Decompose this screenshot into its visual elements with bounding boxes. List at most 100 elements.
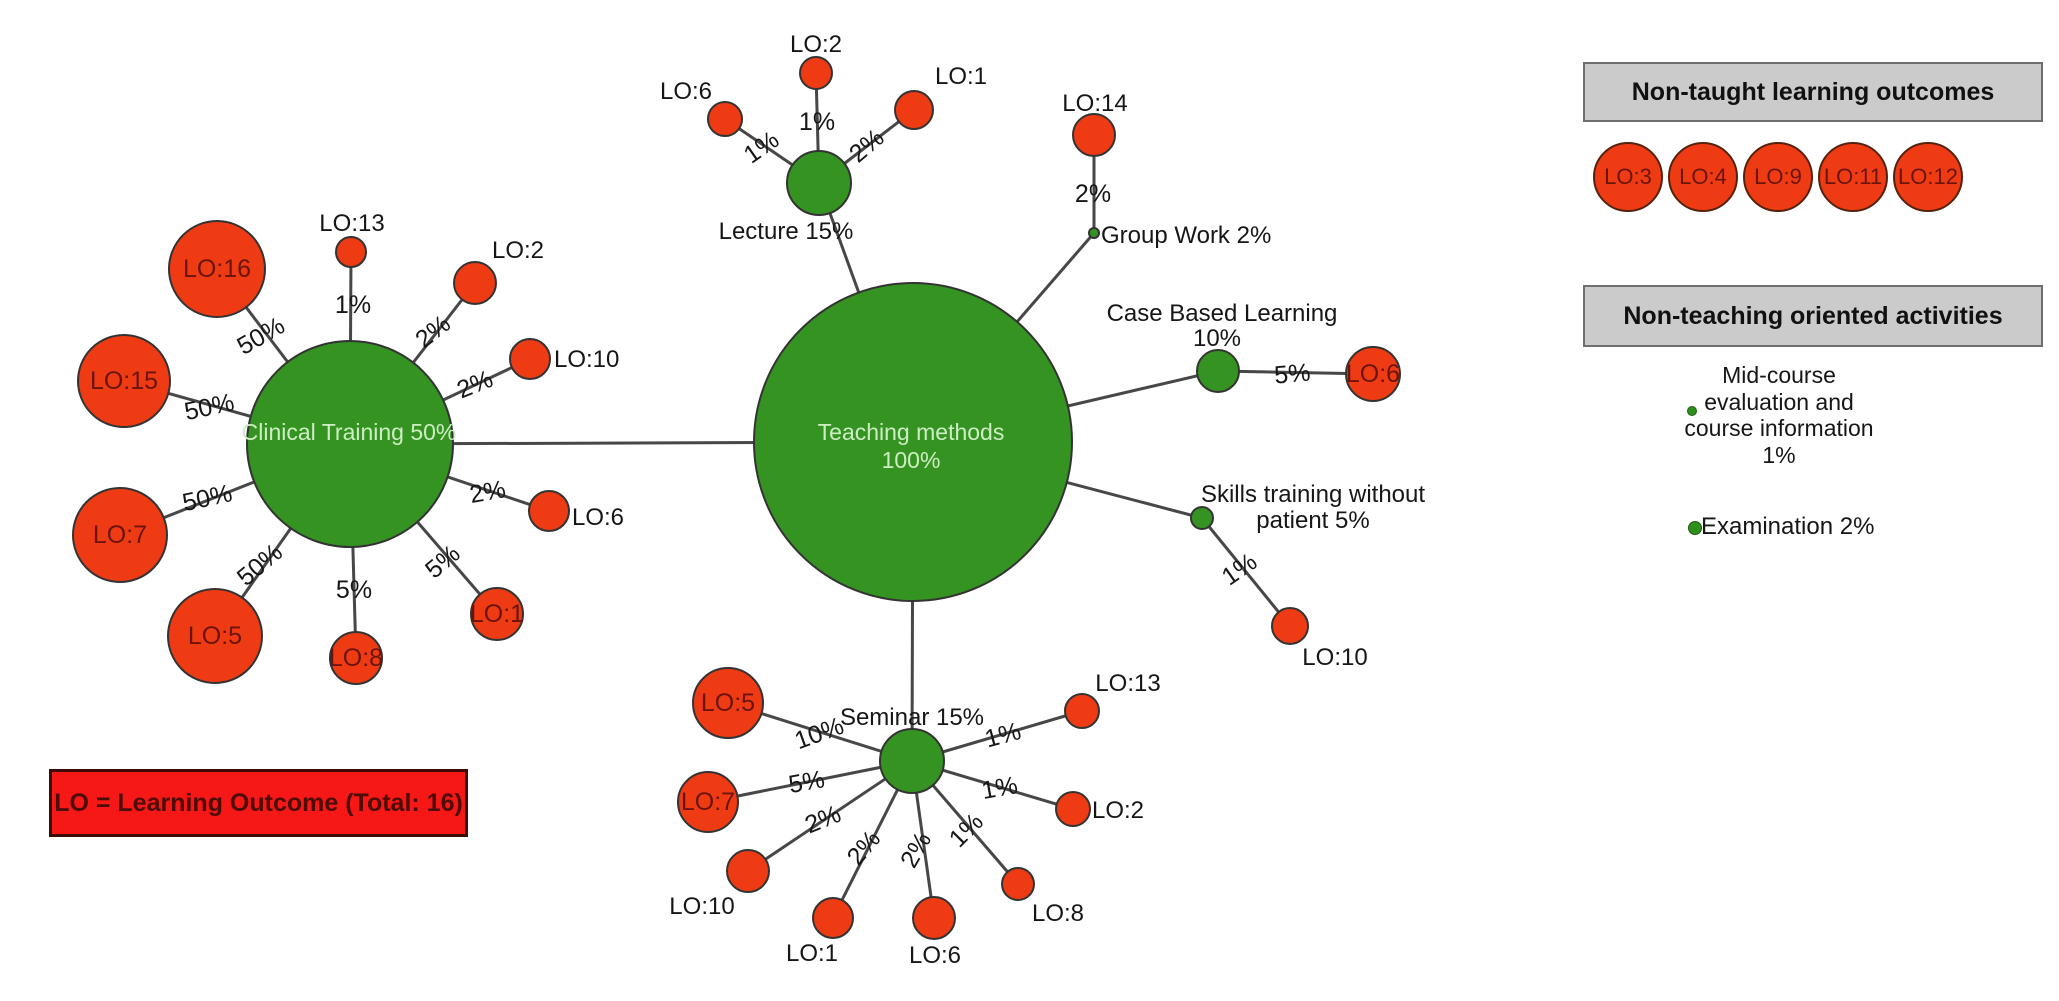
node-clinical-training <box>246 340 454 548</box>
edge-percent-label: 1% <box>335 291 371 319</box>
node-seminar <box>879 728 945 794</box>
label-cbl-lo6: LO:6 <box>1346 360 1400 388</box>
edge-line <box>1200 517 1292 627</box>
edge-percent-label: 2% <box>801 800 845 839</box>
label-lec-lo2: LO:2 <box>790 31 842 58</box>
label-ct-lo13: LO:13 <box>319 210 384 237</box>
label-case-based-learning: Case Based Learning <box>1107 300 1338 327</box>
non-taught-circle-lo4: LO:4 <box>1668 142 1738 212</box>
node-lec-lo6 <box>707 101 743 137</box>
label-ct-lo16: LO:16 <box>183 255 251 283</box>
label-ct-lo7: LO:7 <box>93 521 147 549</box>
non-teaching-activities-header: Non-teaching oriented activities <box>1583 285 2043 347</box>
label-teaching-methods: 100% <box>882 447 941 473</box>
label-sk-lo10: LO:10 <box>1302 644 1367 671</box>
label-ct-lo10: LO:10 <box>554 346 619 373</box>
legend-key-text: LO = Learning Outcome (Total: 16) <box>54 788 463 817</box>
edge-percent-label: 1% <box>944 808 989 853</box>
node-ct-lo6 <box>528 490 570 532</box>
label-ct-lo5: LO:5 <box>188 622 242 650</box>
node-group-work <box>1088 227 1100 239</box>
node-sem-lo5 <box>692 667 764 739</box>
mid-course-label: Mid-course evaluation and course informa… <box>1684 362 1874 468</box>
non-taught-circle-lo9: LO:9 <box>1743 142 1813 212</box>
label-sem-lo8: LO:8 <box>1032 900 1084 927</box>
edge-line <box>707 759 913 804</box>
node-teaching-methods <box>753 282 1073 602</box>
label-clinical-training: Clinical Training 50% <box>242 419 457 445</box>
label-sem-lo10: LO:10 <box>669 893 734 920</box>
label-sem-lo13: LO:13 <box>1095 670 1160 697</box>
node-ct-lo16 <box>168 220 266 318</box>
edge-percent-label: 2% <box>844 124 890 169</box>
node-ct-lo10 <box>509 338 551 380</box>
non-taught-circle-lo3: LO:3 <box>1593 142 1663 212</box>
label-group-work: Group Work 2% <box>1101 222 1271 249</box>
label-sem-lo7: LO:7 <box>681 788 735 816</box>
node-sem-lo2 <box>1055 791 1091 827</box>
node-ct-lo8 <box>329 631 383 685</box>
node-ct-lo15 <box>77 334 171 428</box>
node-sem-lo7 <box>677 771 739 833</box>
edge-percent-label: 2% <box>895 827 937 872</box>
node-lec-lo1 <box>894 90 934 130</box>
edge-percent-label: 2% <box>453 365 497 404</box>
node-ct-lo2 <box>453 261 497 305</box>
edge-percent-label: 50% <box>182 388 237 426</box>
label-lecture: Lecture 15% <box>719 218 854 245</box>
label-seminar: Seminar 15% <box>840 704 984 731</box>
node-ct-lo13 <box>335 236 367 268</box>
node-sem-lo6 <box>912 896 956 940</box>
edge-percent-label: 5% <box>336 576 372 604</box>
non-teaching-title: Non-teaching oriented activities <box>1623 301 2003 330</box>
label-ct-lo1: LO:1 <box>470 600 524 628</box>
node-cbl-lo6 <box>1345 346 1401 402</box>
label-teaching-methods: Teaching methods <box>818 419 1005 445</box>
node-ct-lo7 <box>72 487 168 583</box>
non-taught-circle-row: LO:3 LO:4 LO:9 LO:11 LO:12 <box>1593 142 1963 212</box>
edge-percent-label: 5% <box>420 540 466 585</box>
examination-label: Examination 2% <box>1701 513 1875 540</box>
edge-percent-label: 1% <box>979 771 1019 805</box>
edge-percent-label: 50% <box>180 479 235 517</box>
label-sem-lo2: LO:2 <box>1092 797 1144 824</box>
node-sk-lo10 <box>1271 607 1309 645</box>
edge-percent-label: 2% <box>467 475 507 509</box>
label-sem-lo5: LO:5 <box>701 689 755 717</box>
non-taught-title: Non-taught learning outcomes <box>1631 77 1995 106</box>
node-gw-lo14 <box>1072 113 1116 157</box>
label-lec-lo1: LO:1 <box>935 63 987 90</box>
label-skills-training-without-patient: patient 5% <box>1256 507 1369 534</box>
label-case-based-learning: 10% <box>1193 325 1241 352</box>
non-taught-circle-lo11: LO:11 <box>1818 142 1888 212</box>
label-sem-lo1: LO:1 <box>786 940 838 967</box>
edge-percent-label: 1% <box>982 717 1024 753</box>
label-lec-lo6: LO:6 <box>660 78 712 105</box>
node-lecture <box>786 150 852 216</box>
legend-key-box: LO = Learning Outcome (Total: 16) <box>49 769 468 837</box>
label-gw-lo14: LO:14 <box>1062 90 1127 117</box>
edge-percent-label: 2% <box>1075 180 1111 208</box>
label-ct-lo8: LO:8 <box>329 644 383 672</box>
label-ct-lo6: LO:6 <box>572 504 624 531</box>
node-sem-lo1 <box>812 897 854 939</box>
label-skills-training-without-patient: Skills training without <box>1201 481 1425 508</box>
node-sem-lo8 <box>1001 867 1035 901</box>
non-taught-outcomes-header: Non-taught learning outcomes <box>1583 62 2043 122</box>
edge-percent-label: 5% <box>786 765 826 799</box>
node-case-based-learning <box>1196 349 1240 393</box>
node-lec-lo2 <box>799 56 833 90</box>
non-taught-circle-lo12: LO:12 <box>1893 142 1963 212</box>
edge-percent-label: 2% <box>842 825 887 871</box>
edge-percent-label: 1% <box>799 108 835 136</box>
examination-dot-icon <box>1688 521 1702 535</box>
node-ct-lo5 <box>167 588 263 684</box>
label-ct-lo15: LO:15 <box>90 367 158 395</box>
node-skills-training-without-patient <box>1190 506 1214 530</box>
node-sem-lo13 <box>1064 693 1100 729</box>
node-sem-lo10 <box>726 849 770 893</box>
label-sem-lo6: LO:6 <box>909 942 961 969</box>
node-ct-lo1 <box>470 587 524 641</box>
